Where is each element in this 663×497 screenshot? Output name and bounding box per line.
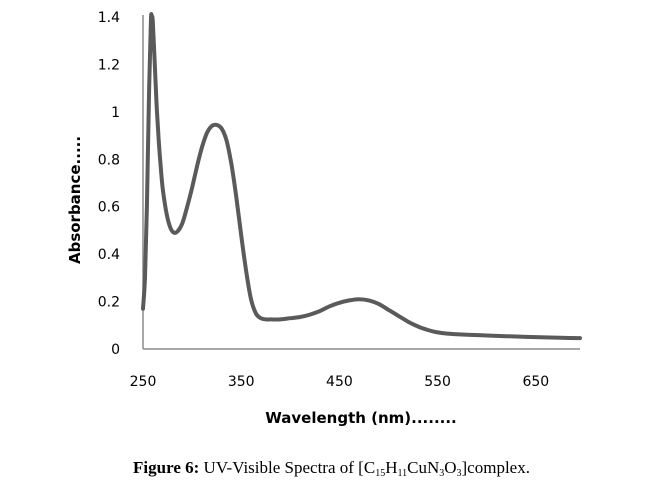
caption-text: UV-Visible Spectra of [C: [199, 458, 376, 477]
subscript: 3: [456, 468, 462, 479]
y-axis-title: Absorbance.....: [66, 136, 84, 264]
x-tick-label: 450: [326, 374, 353, 390]
y-tick-label: 0.6: [98, 200, 120, 216]
subscript: 15: [375, 468, 386, 479]
subscript: 3: [439, 468, 445, 479]
caption-text: ]complex.: [461, 458, 530, 477]
spectrum-line: [141, 12, 582, 341]
y-tick-label: 0.2: [98, 295, 120, 311]
x-tick-label: 350: [228, 374, 255, 390]
y-tick-label: 1.2: [98, 57, 120, 73]
y-tick-label: 0.8: [98, 152, 120, 168]
subscript: 11: [397, 468, 408, 479]
caption-text: O: [444, 458, 457, 477]
caption-label: Figure 6:: [133, 458, 200, 477]
caption-text: CuN: [407, 458, 440, 477]
x-axis-ticks: 250 350 450 550 650: [130, 374, 550, 390]
x-tick-label: 650: [522, 374, 549, 390]
y-tick-label: 0: [111, 342, 120, 358]
y-tick-label: 0.4: [98, 247, 120, 263]
x-tick-label: 550: [424, 374, 451, 390]
x-tick-label: 250: [130, 374, 157, 390]
y-tick-label: 1.4: [98, 10, 120, 26]
figure-caption: Figure 6: UV-Visible Spectra of [C15H11C…: [0, 458, 663, 479]
caption-text: H: [385, 458, 398, 477]
x-axis-title: Wavelength (nm)........: [265, 409, 457, 427]
y-axis-ticks: 0 0.2 0.4 0.6 0.8 1 1.2 1.4: [98, 10, 120, 358]
y-tick-label: 1: [111, 105, 120, 121]
uv-vis-chart: 0 0.2 0.4 0.6 0.8 1 1.2 1.4 250 350 450 550 650 Abs…: [66, 10, 582, 427]
